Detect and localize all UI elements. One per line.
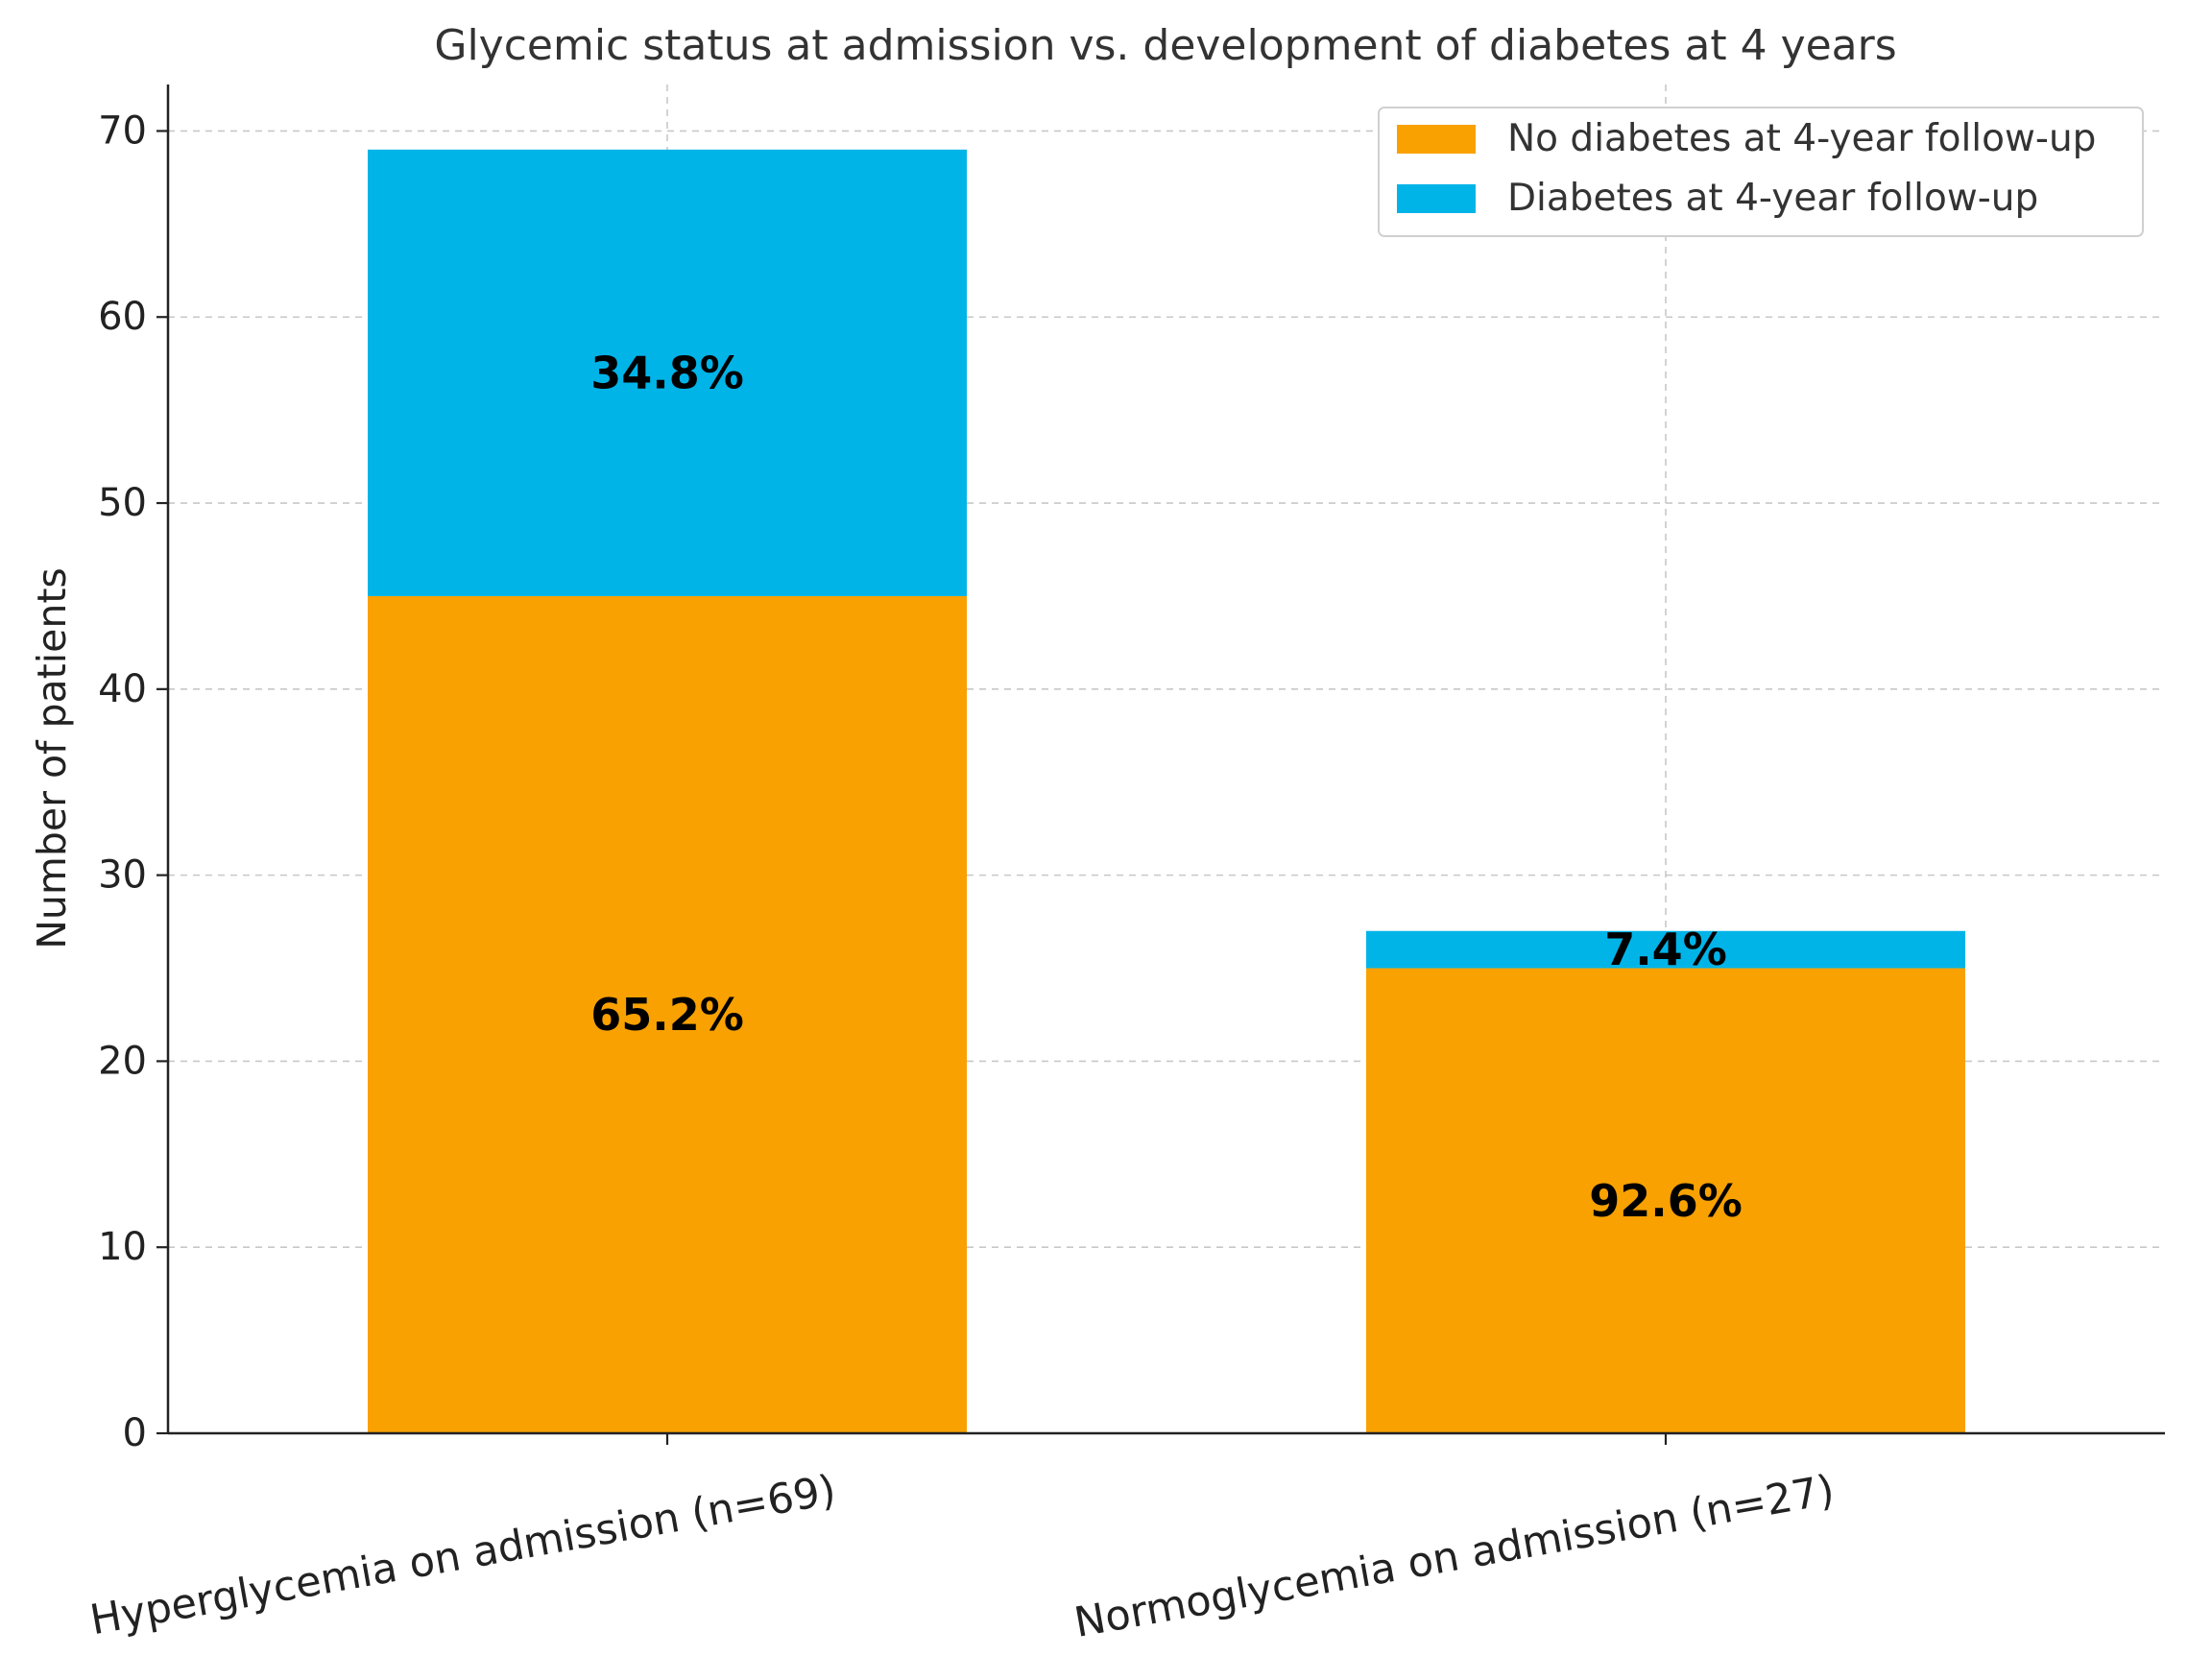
y-tick-label: 0 xyxy=(123,1411,147,1455)
bars xyxy=(368,149,1965,1433)
bar-segment xyxy=(368,595,967,1433)
bar-segment xyxy=(1366,968,1965,1433)
y-tick-label: 40 xyxy=(98,667,147,711)
y-tick-label: 20 xyxy=(98,1039,147,1083)
bar-segment xyxy=(1366,930,1965,969)
legend-swatch-diabetes xyxy=(1397,184,1476,213)
y-tick-label: 10 xyxy=(98,1225,147,1269)
y-axis-label: Number of patients xyxy=(29,567,75,949)
y-tick-label: 50 xyxy=(98,481,147,525)
legend-label-diabetes: Diabetes at 4-year follow-up xyxy=(1507,177,2038,220)
legend: No diabetes at 4-year follow-up Diabetes… xyxy=(1378,107,2144,237)
legend-swatch-no-diabetes xyxy=(1397,125,1476,154)
bar-value-label: 92.6% xyxy=(1589,1175,1743,1227)
bar-value-label: 34.8% xyxy=(590,347,744,398)
bar-value-labels: 65.2% 34.8% 92.6% 7.4% xyxy=(590,347,1743,1226)
legend-label-no-diabetes: No diabetes at 4-year follow-up xyxy=(1507,117,2096,160)
y-tick-label: 30 xyxy=(98,853,147,898)
y-tick-label: 70 xyxy=(98,108,147,153)
bar-value-label: 7.4% xyxy=(1604,924,1727,975)
legend-frame xyxy=(1378,107,2144,237)
chart-title: Glycemic status at admission vs. develop… xyxy=(434,21,1896,70)
bar-segment xyxy=(368,149,967,596)
y-tick-label: 60 xyxy=(98,295,147,339)
bar-value-label: 65.2% xyxy=(590,989,744,1041)
